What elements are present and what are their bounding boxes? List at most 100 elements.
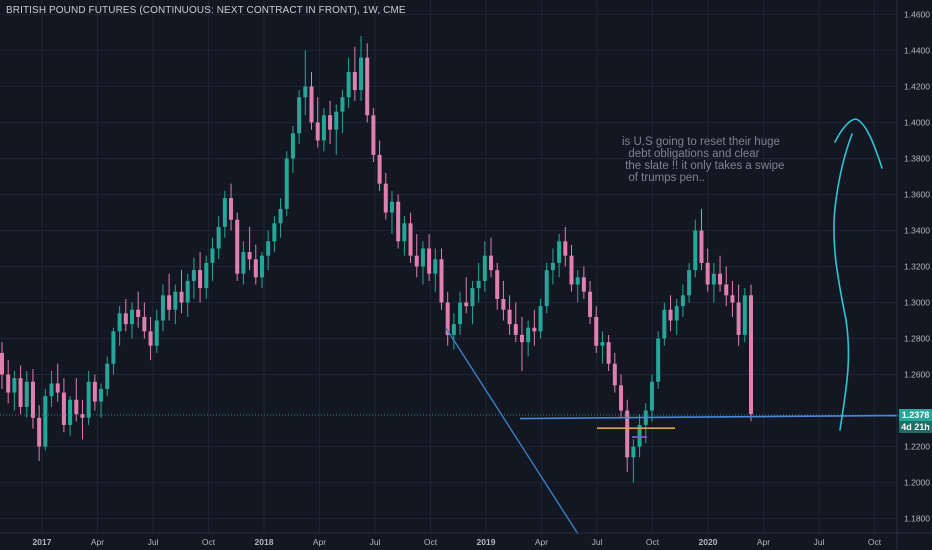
candle-body bbox=[371, 115, 376, 155]
candle-body bbox=[359, 57, 364, 91]
candle-body bbox=[74, 399, 79, 415]
candle-body bbox=[711, 273, 716, 285]
candle-body bbox=[718, 273, 723, 285]
candle-body bbox=[179, 291, 184, 303]
last-price-label: 1.2378 bbox=[899, 408, 932, 421]
candle-body bbox=[204, 262, 209, 289]
candle-body bbox=[730, 295, 735, 303]
candle-body bbox=[18, 378, 23, 407]
candle-body bbox=[365, 57, 370, 116]
candle-body bbox=[470, 288, 475, 307]
candle-body bbox=[625, 410, 630, 458]
candle-body bbox=[259, 255, 264, 278]
time-axis-labels: 2017 Apr Jul Oct 2018 Apr Jul Oct 2019 Apr Jul Oct 2… bbox=[33, 537, 882, 547]
candle-body bbox=[513, 324, 518, 335]
candle-body bbox=[674, 306, 679, 321]
candle-body bbox=[439, 259, 444, 303]
candle-body bbox=[80, 414, 85, 418]
candle-body bbox=[377, 154, 382, 184]
time-tick-label: 2018 bbox=[255, 537, 274, 547]
time-tick-label: Jul bbox=[148, 537, 159, 547]
candle-body bbox=[198, 270, 203, 289]
candle-body bbox=[235, 219, 240, 274]
candle-body bbox=[501, 298, 506, 310]
candle-body bbox=[278, 208, 283, 224]
candle-body bbox=[284, 158, 289, 209]
horizontal-support-line[interactable] bbox=[519, 414, 899, 420]
candle-body bbox=[458, 302, 463, 325]
candle-body bbox=[154, 320, 159, 346]
price-tick-label: 1.3400 bbox=[904, 225, 930, 235]
candle-body bbox=[123, 313, 128, 325]
price-tick-label: 1.1800 bbox=[904, 514, 930, 524]
candle-body bbox=[389, 201, 394, 213]
price-tick-label: 1.2200 bbox=[904, 442, 930, 452]
candle-body bbox=[464, 302, 469, 307]
candle-body bbox=[637, 424, 642, 447]
candle-body bbox=[43, 396, 48, 447]
candle-body bbox=[563, 241, 568, 256]
candle-body bbox=[575, 277, 580, 285]
candle-body bbox=[557, 241, 562, 263]
candle-body bbox=[6, 374, 11, 393]
time-tick-label: Oct bbox=[868, 537, 882, 547]
time-tick-label: Apr bbox=[313, 537, 326, 547]
time-tick-label: 2019 bbox=[477, 537, 496, 547]
candle-body bbox=[396, 201, 401, 242]
price-tick-label: 1.2000 bbox=[904, 478, 930, 488]
price-tick-label: 1.3200 bbox=[904, 262, 930, 272]
chart-title: BRITISH POUND FUTURES (CONTINUOUS: NEXT … bbox=[6, 5, 406, 16]
candle-body bbox=[662, 309, 667, 339]
candle-body bbox=[581, 277, 586, 292]
candle-body bbox=[569, 255, 574, 285]
downtrend-line[interactable] bbox=[445, 327, 579, 535]
candle-body bbox=[99, 388, 104, 402]
candle-body bbox=[24, 381, 29, 407]
price-tick-label: 1.4400 bbox=[904, 45, 930, 55]
candle-body bbox=[489, 255, 494, 271]
candle-body bbox=[649, 381, 654, 411]
candle-body bbox=[0, 352, 4, 375]
bar-countdown-label: 4d 21h bbox=[899, 420, 932, 433]
grid-lines bbox=[0, 0, 897, 533]
time-tick-label: Oct bbox=[424, 537, 438, 547]
candle-body bbox=[408, 223, 413, 256]
chart-annotation-text: is U.S going to reset their huge debt ob… bbox=[622, 136, 785, 184]
candle-body bbox=[55, 383, 60, 393]
candle-body bbox=[507, 309, 512, 325]
price-tick-label: 1.4000 bbox=[904, 117, 930, 127]
candle-body bbox=[402, 223, 407, 242]
candle-body bbox=[532, 327, 537, 332]
price-tick-label: 1.3600 bbox=[904, 189, 930, 199]
candle-body bbox=[12, 378, 17, 393]
candle-body bbox=[117, 313, 122, 332]
price-tick-label: 1.2800 bbox=[904, 334, 930, 344]
candle-body bbox=[272, 223, 277, 242]
candle-body bbox=[61, 392, 66, 425]
candle-body bbox=[668, 309, 673, 321]
hand-drawn-arrow[interactable] bbox=[833, 118, 883, 431]
candle-body bbox=[253, 259, 258, 278]
candle-body bbox=[328, 115, 333, 130]
candle-body bbox=[631, 446, 636, 458]
candle-body bbox=[742, 295, 747, 335]
candle-body bbox=[693, 230, 698, 271]
candle-body bbox=[334, 111, 339, 130]
candle-body bbox=[705, 262, 710, 285]
candle-body bbox=[445, 302, 450, 335]
candle-body bbox=[451, 324, 456, 335]
candle-body bbox=[216, 226, 221, 249]
candle-body bbox=[340, 97, 345, 112]
candle-body bbox=[290, 133, 295, 159]
candle-body bbox=[37, 417, 42, 447]
candle-body bbox=[86, 381, 91, 418]
time-tick-label: 2017 bbox=[33, 537, 52, 547]
candle-body bbox=[687, 270, 692, 296]
time-tick-label: Apr bbox=[757, 537, 770, 547]
candle-body bbox=[173, 291, 178, 310]
time-tick-label: Oct bbox=[646, 537, 660, 547]
candle-body bbox=[222, 198, 227, 227]
candle-body bbox=[420, 248, 425, 267]
